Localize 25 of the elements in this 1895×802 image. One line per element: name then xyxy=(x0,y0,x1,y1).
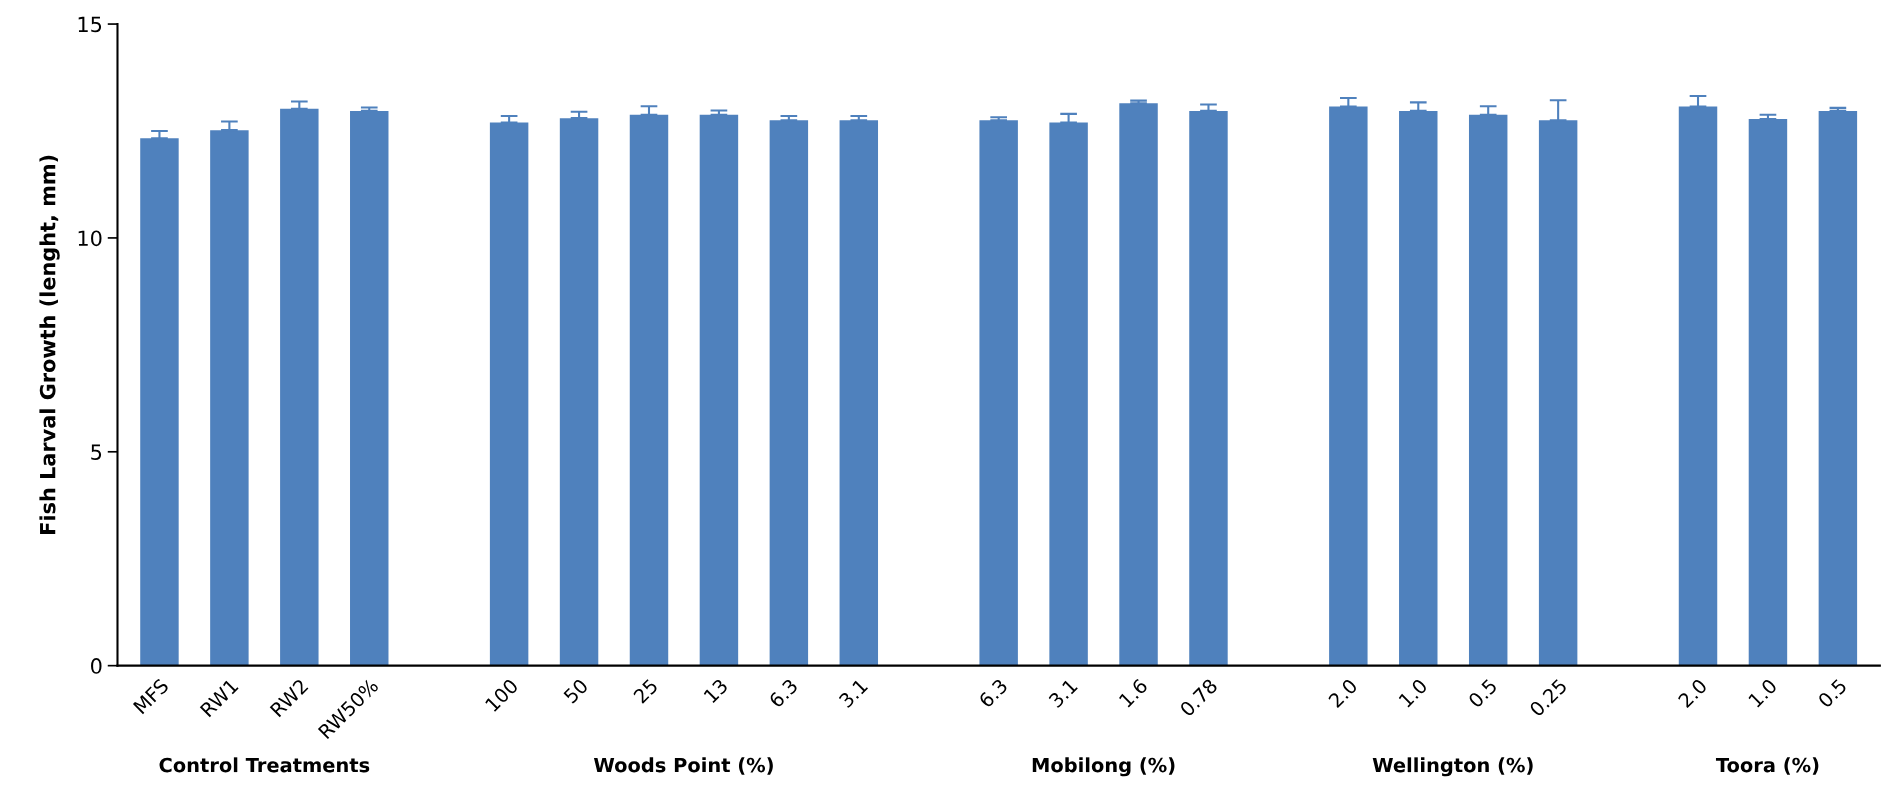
x-tick-label: 13 xyxy=(703,678,729,704)
text: Woods Point (%) xyxy=(593,757,773,775)
y-tick-label: 5 xyxy=(91,444,102,460)
x-tick-label: 25 xyxy=(632,678,659,704)
text: Control Treatments xyxy=(159,757,370,773)
y-tick-label: 0 xyxy=(91,658,102,674)
text: Mobilong (%) xyxy=(1032,757,1175,777)
x-tick-label: 2.0 xyxy=(1327,677,1359,709)
text: Wellington (%) xyxy=(1372,757,1533,777)
x-tick-label: 1.0 xyxy=(1398,677,1428,708)
x-tick-label: 1.0 xyxy=(1747,677,1778,708)
x-tick-label: 0.5 xyxy=(1817,678,1848,709)
x-tick-label: 2.0 xyxy=(1677,677,1708,709)
x-tick-label: 6.3 xyxy=(768,678,799,709)
y-axis-title: Fish Larval Growth (lenght, mm) xyxy=(39,155,60,534)
x-tick-label: 3.1 xyxy=(1048,678,1078,709)
x-tick-label: 50 xyxy=(562,677,589,704)
x-tick-label: 1.6 xyxy=(1118,677,1149,708)
y-tick-label: 15 xyxy=(78,16,102,33)
x-tick-label: 100 xyxy=(484,677,519,713)
x-tick-label: 0.5 xyxy=(1467,678,1498,709)
x-tick-label: 6.3 xyxy=(978,678,1009,709)
text: Toora (%) xyxy=(1715,757,1819,775)
y-tick-label: 10 xyxy=(78,230,102,247)
x-tick-label: 3.1 xyxy=(838,678,869,709)
